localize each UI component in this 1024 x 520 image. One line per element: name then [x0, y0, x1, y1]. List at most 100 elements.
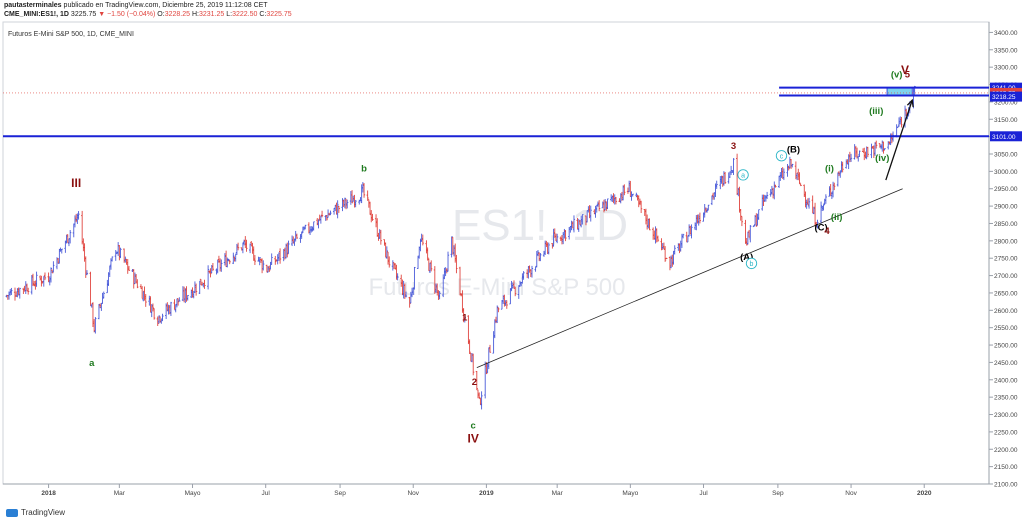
- y-tick-label: 2700.00: [994, 273, 1018, 280]
- x-tick-label: Mayo: [185, 490, 201, 497]
- y-tick-label: 2650.00: [994, 290, 1018, 297]
- level-tag-3101-bg: [990, 131, 1022, 142]
- price-axis[interactable]: 3400.003350.003300.003250.003200.003150.…: [989, 30, 1022, 489]
- x-tick-label: Jul: [699, 490, 708, 497]
- high-value: 3231.25: [198, 11, 225, 18]
- publish-text: publicado en TradingView.com, Diciembre …: [63, 2, 268, 9]
- y-tick-label: 2200.00: [994, 447, 1018, 454]
- wave-label: 1: [462, 313, 468, 324]
- y-tick-label: 2550.00: [994, 325, 1018, 332]
- wave-label: III: [71, 176, 81, 190]
- level-tag-lower-bg: [990, 91, 1022, 102]
- price-change: −1.50 (−0.04%): [107, 11, 156, 18]
- open-value: 3228.25: [164, 11, 190, 18]
- overlay-layer: IIIab12cIV3(A)(B)(C)4(i)(ii)(iii)(iv)(v)…: [3, 63, 989, 445]
- wave-label: 3: [731, 141, 736, 152]
- wave-label: (ii): [831, 212, 843, 223]
- y-tick-label: 2850.00: [994, 221, 1018, 228]
- low-value: 3222.50: [232, 11, 258, 18]
- open-label: O:: [157, 11, 165, 18]
- y-tick-label: 2150.00: [994, 464, 1018, 471]
- y-tick-label: 2800.00: [994, 238, 1018, 245]
- wave-label: (iii): [869, 106, 883, 117]
- wave-label: 2: [472, 377, 477, 388]
- low-label: L:: [226, 11, 233, 18]
- target-zone: [886, 87, 913, 96]
- y-tick-label: 2600.00: [994, 308, 1018, 315]
- wave-label: V: [901, 63, 909, 77]
- footer: TradingView: [0, 504, 1024, 520]
- y-tick-label: 2100.00: [994, 482, 1018, 489]
- symbol-info: CME_MINI:ES1!, 1D 3225.75 ▼ −1.50 (−0.04…: [4, 11, 292, 18]
- level-tag-lower: 3218.25: [992, 94, 1016, 101]
- circled-wave-marker: [745, 257, 758, 270]
- y-tick-label: 3350.00: [994, 47, 1018, 54]
- circled-wave-label: b: [750, 261, 754, 268]
- level-tag-3101: 3101.00: [992, 134, 1016, 141]
- x-tick-label: Mar: [552, 490, 564, 497]
- author-name[interactable]: pautasterminales: [4, 2, 62, 9]
- trend-line: [476, 188, 903, 369]
- y-tick-label: 2300.00: [994, 412, 1018, 419]
- y-tick-label: 2350.00: [994, 395, 1018, 402]
- wave-label: (i): [825, 163, 834, 174]
- wave-label: (C): [814, 222, 827, 233]
- y-tick-label: 3150.00: [994, 117, 1018, 124]
- tradingview-icon: [6, 508, 18, 517]
- projection-arrow-shaft: [885, 99, 913, 181]
- candles-layer: [5, 85, 916, 410]
- x-tick-label: Nov: [407, 490, 419, 497]
- y-tick-label: 3300.00: [994, 65, 1018, 72]
- y-tick-label: 3400.00: [994, 30, 1018, 37]
- arrow-down-icon: ▼: [98, 11, 106, 18]
- chart-header: pautasterminales publicado en TradingVie…: [0, 0, 1024, 22]
- y-tick-label: 3200.00: [994, 99, 1018, 106]
- y-tick-label: 2400.00: [994, 377, 1018, 384]
- wave-label: (iv): [875, 153, 889, 164]
- x-tick-label: Nov: [845, 490, 857, 497]
- symbol-label: CME_MINI:ES1!, 1D: [4, 11, 69, 18]
- y-tick-label: 2500.00: [994, 343, 1018, 350]
- y-tick-label: 2250.00: [994, 429, 1018, 436]
- x-tick-label: 2020: [917, 490, 932, 497]
- wave-label: (v): [891, 70, 903, 81]
- high-label: H:: [191, 11, 199, 18]
- watermark-symbol: ES1!, 1D: [452, 201, 628, 250]
- x-tick-label: Sep: [334, 490, 346, 497]
- x-tick-label: 2019: [479, 490, 494, 497]
- circled-wave-marker: [775, 150, 788, 162]
- y-tick-label: 2750.00: [994, 256, 1018, 263]
- y-tick-label: 2450.00: [994, 360, 1018, 367]
- x-tick-label: 2018: [41, 490, 56, 497]
- circled-wave-label: c: [780, 153, 784, 160]
- y-tick-label: 2900.00: [994, 204, 1018, 211]
- watermark-name: Futuros E-Mini S&P 500: [368, 274, 625, 301]
- projection-arrow-head: [906, 98, 914, 108]
- level-tag-upper-bg: [990, 82, 1022, 93]
- close-label: C:: [259, 11, 267, 18]
- wave-label: c: [471, 420, 476, 431]
- time-axis[interactable]: 2018 Mar Mayo Jul Sep Nov 2019 Mar Mayo Jul Sep Nov…: [41, 484, 932, 497]
- y-tick-label: 3050.00: [994, 152, 1018, 159]
- plot-frame: [2, 21, 990, 485]
- circled-wave-marker: [737, 169, 749, 181]
- wave-label: b: [361, 163, 367, 174]
- y-tick-label: 2950.00: [994, 186, 1018, 193]
- x-tick-label: Jul: [262, 490, 271, 497]
- wave-label: a: [89, 358, 95, 369]
- publish-info: pautasterminales publicado en TradingVie…: [4, 2, 268, 9]
- close-value: 3225.75: [266, 11, 292, 18]
- wave-label: (B): [787, 144, 800, 155]
- wave-label: 5: [905, 70, 911, 81]
- wave-label: IV: [468, 431, 479, 445]
- x-tick-label: Mayo: [622, 490, 638, 497]
- circled-wave-label: a: [741, 172, 745, 179]
- wave-label: 4: [824, 226, 830, 237]
- y-tick-label: 3000.00: [994, 169, 1018, 176]
- x-tick-label: Mar: [114, 490, 126, 497]
- brand-label: TradingView: [21, 508, 66, 517]
- chart-title: Futuros E-Mini S&P 500, 1D, CME_MINI: [8, 31, 134, 38]
- tradingview-logo[interactable]: TradingView: [6, 508, 65, 517]
- wave-label: (A): [740, 252, 753, 263]
